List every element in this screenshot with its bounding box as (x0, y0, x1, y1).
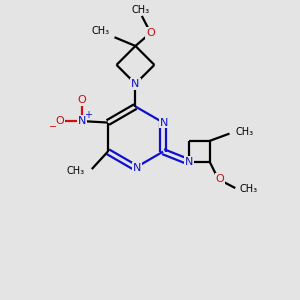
Text: N: N (184, 157, 193, 167)
Text: −: − (49, 122, 57, 133)
Text: CH₃: CH₃ (240, 184, 258, 194)
Text: N: N (133, 163, 141, 173)
Text: O: O (215, 174, 224, 184)
Text: O: O (56, 116, 64, 126)
Text: +: + (84, 110, 92, 120)
Text: CH₃: CH₃ (235, 127, 254, 137)
Text: CH₃: CH₃ (92, 26, 110, 36)
Text: N: N (131, 79, 140, 89)
Text: O: O (77, 95, 86, 105)
Text: N: N (160, 118, 169, 128)
Text: N: N (77, 116, 86, 126)
Text: CH₃: CH₃ (66, 166, 85, 176)
Text: O: O (146, 28, 155, 38)
Text: CH₃: CH₃ (131, 4, 149, 14)
